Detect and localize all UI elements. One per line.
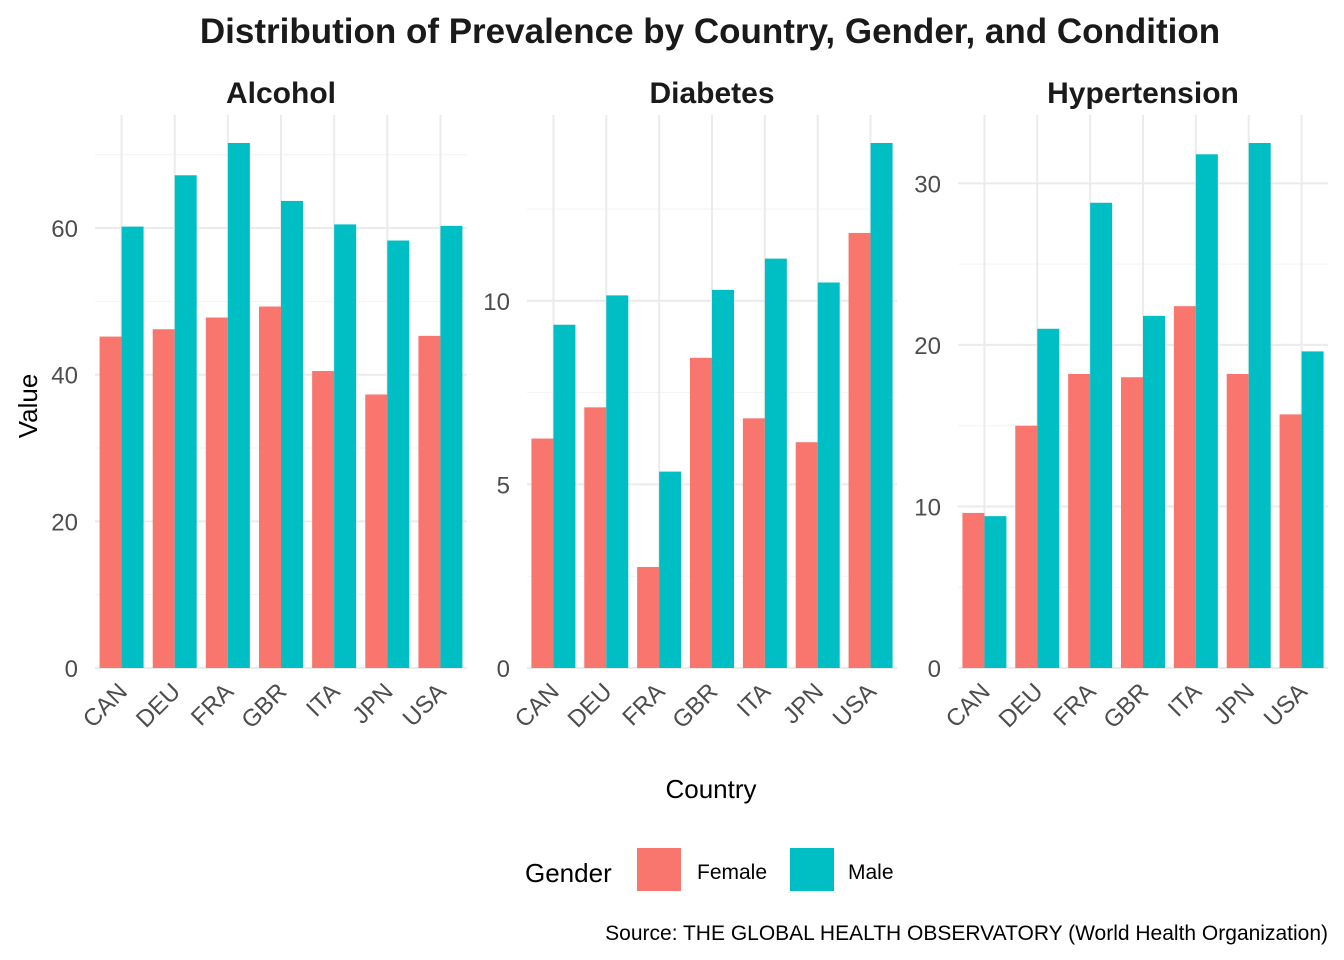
bar-male-can bbox=[984, 516, 1007, 668]
legend-key-female bbox=[637, 848, 681, 891]
bar-female-ita bbox=[1173, 306, 1196, 668]
x-tick-label: CAN bbox=[941, 678, 996, 733]
y-tick-label: 20 bbox=[914, 333, 941, 360]
bar-female-ita bbox=[312, 371, 335, 668]
y-tick-label: 20 bbox=[51, 509, 78, 536]
x-tick-label: USA bbox=[1259, 678, 1313, 732]
legend-label-female: Female bbox=[697, 861, 767, 884]
bar-female-jpn bbox=[1226, 374, 1249, 668]
bar-male-usa bbox=[870, 143, 893, 668]
bar-male-jpn bbox=[387, 240, 410, 669]
chart-title: Distribution of Prevalence by Country, G… bbox=[200, 12, 1220, 51]
bar-female-usa bbox=[1279, 414, 1302, 668]
x-tick-label: DEU bbox=[563, 678, 618, 733]
bar-female-deu bbox=[152, 329, 175, 668]
y-tick-label: 0 bbox=[65, 656, 78, 683]
legend-label-male: Male bbox=[848, 861, 894, 884]
bar-male-gbr bbox=[712, 289, 734, 668]
x-tick-label: CAN bbox=[510, 678, 565, 733]
bar-male-fra bbox=[227, 143, 250, 668]
bar-male-deu bbox=[1037, 328, 1060, 668]
x-tick-label: GBR bbox=[1098, 678, 1154, 734]
bar-female-can bbox=[99, 336, 122, 668]
bar-female-ita bbox=[742, 418, 765, 668]
bar-male-can bbox=[553, 324, 576, 668]
x-axis-title: Country bbox=[665, 774, 756, 804]
y-tick-label: 30 bbox=[914, 171, 941, 198]
bar-female-jpn bbox=[795, 442, 818, 668]
bar-male-jpn bbox=[817, 282, 840, 668]
bar-female-gbr bbox=[690, 357, 712, 668]
y-tick-label: 0 bbox=[928, 656, 941, 683]
bar-male-ita bbox=[334, 224, 357, 669]
bar-female-fra bbox=[205, 317, 228, 668]
bar-female-fra bbox=[637, 567, 660, 668]
legend-key-male bbox=[790, 848, 834, 891]
y-tick-label: 40 bbox=[51, 363, 78, 390]
bar-female-usa bbox=[418, 335, 441, 668]
y-tick-label: 10 bbox=[483, 289, 510, 316]
bar-female-gbr bbox=[259, 306, 281, 668]
x-tick-label: CAN bbox=[78, 678, 133, 733]
legend-entries: Female Male bbox=[637, 848, 894, 891]
bar-female-jpn bbox=[365, 394, 388, 668]
x-tick-label: DEU bbox=[131, 678, 186, 733]
bar-male-fra bbox=[1090, 202, 1113, 668]
bar-male-ita bbox=[1195, 154, 1218, 669]
bar-male-gbr bbox=[1143, 315, 1165, 668]
bar-female-deu bbox=[1015, 425, 1038, 668]
x-tick-label: JPN bbox=[1209, 678, 1260, 729]
bar-female-gbr bbox=[1121, 377, 1143, 668]
bar-male-fra bbox=[659, 471, 682, 668]
bar-female-usa bbox=[848, 232, 871, 668]
bar-male-can bbox=[121, 226, 144, 668]
x-tick-label: USA bbox=[828, 678, 882, 732]
x-tick-label: ITA bbox=[732, 678, 776, 722]
x-tick-label: FRA bbox=[1048, 678, 1101, 731]
bar-female-fra bbox=[1068, 374, 1091, 668]
x-tick-label: JPN bbox=[778, 678, 829, 729]
bar-male-ita bbox=[764, 258, 787, 668]
panel-title: Alcohol bbox=[226, 77, 336, 110]
x-tick-label: GBR bbox=[667, 678, 723, 734]
source-caption: Source: THE GLOBAL HEALTH OBSERVATORY (W… bbox=[605, 922, 1328, 945]
x-tick-label: FRA bbox=[617, 678, 670, 731]
y-tick-label: 5 bbox=[497, 472, 510, 499]
bar-female-can bbox=[531, 438, 554, 668]
bar-male-jpn bbox=[1248, 143, 1271, 668]
x-tick-label: FRA bbox=[186, 678, 239, 731]
y-tick-label: 60 bbox=[51, 216, 78, 243]
bar-male-usa bbox=[1301, 351, 1324, 668]
legend: Gender Female Male bbox=[525, 848, 894, 891]
bar-male-usa bbox=[440, 225, 463, 668]
y-tick-label: 10 bbox=[914, 494, 941, 521]
panel-title: Hypertension bbox=[1047, 77, 1239, 110]
x-tick-label: ITA bbox=[1163, 678, 1207, 722]
y-tick-label: 0 bbox=[497, 656, 510, 683]
bar-male-gbr bbox=[281, 200, 303, 669]
bar-female-deu bbox=[584, 407, 607, 668]
bar-male-deu bbox=[606, 295, 629, 668]
x-tick-label: GBR bbox=[236, 678, 292, 734]
legend-title: Gender bbox=[525, 858, 612, 888]
panel-title: Diabetes bbox=[649, 77, 774, 110]
x-tick-label: ITA bbox=[301, 678, 345, 722]
bar-female-can bbox=[962, 512, 985, 668]
bar-male-deu bbox=[174, 175, 197, 668]
x-tick-label: JPN bbox=[347, 678, 398, 729]
x-tick-label: DEU bbox=[994, 678, 1049, 733]
y-axis-title: Value bbox=[13, 374, 43, 439]
x-tick-label: USA bbox=[398, 678, 452, 732]
